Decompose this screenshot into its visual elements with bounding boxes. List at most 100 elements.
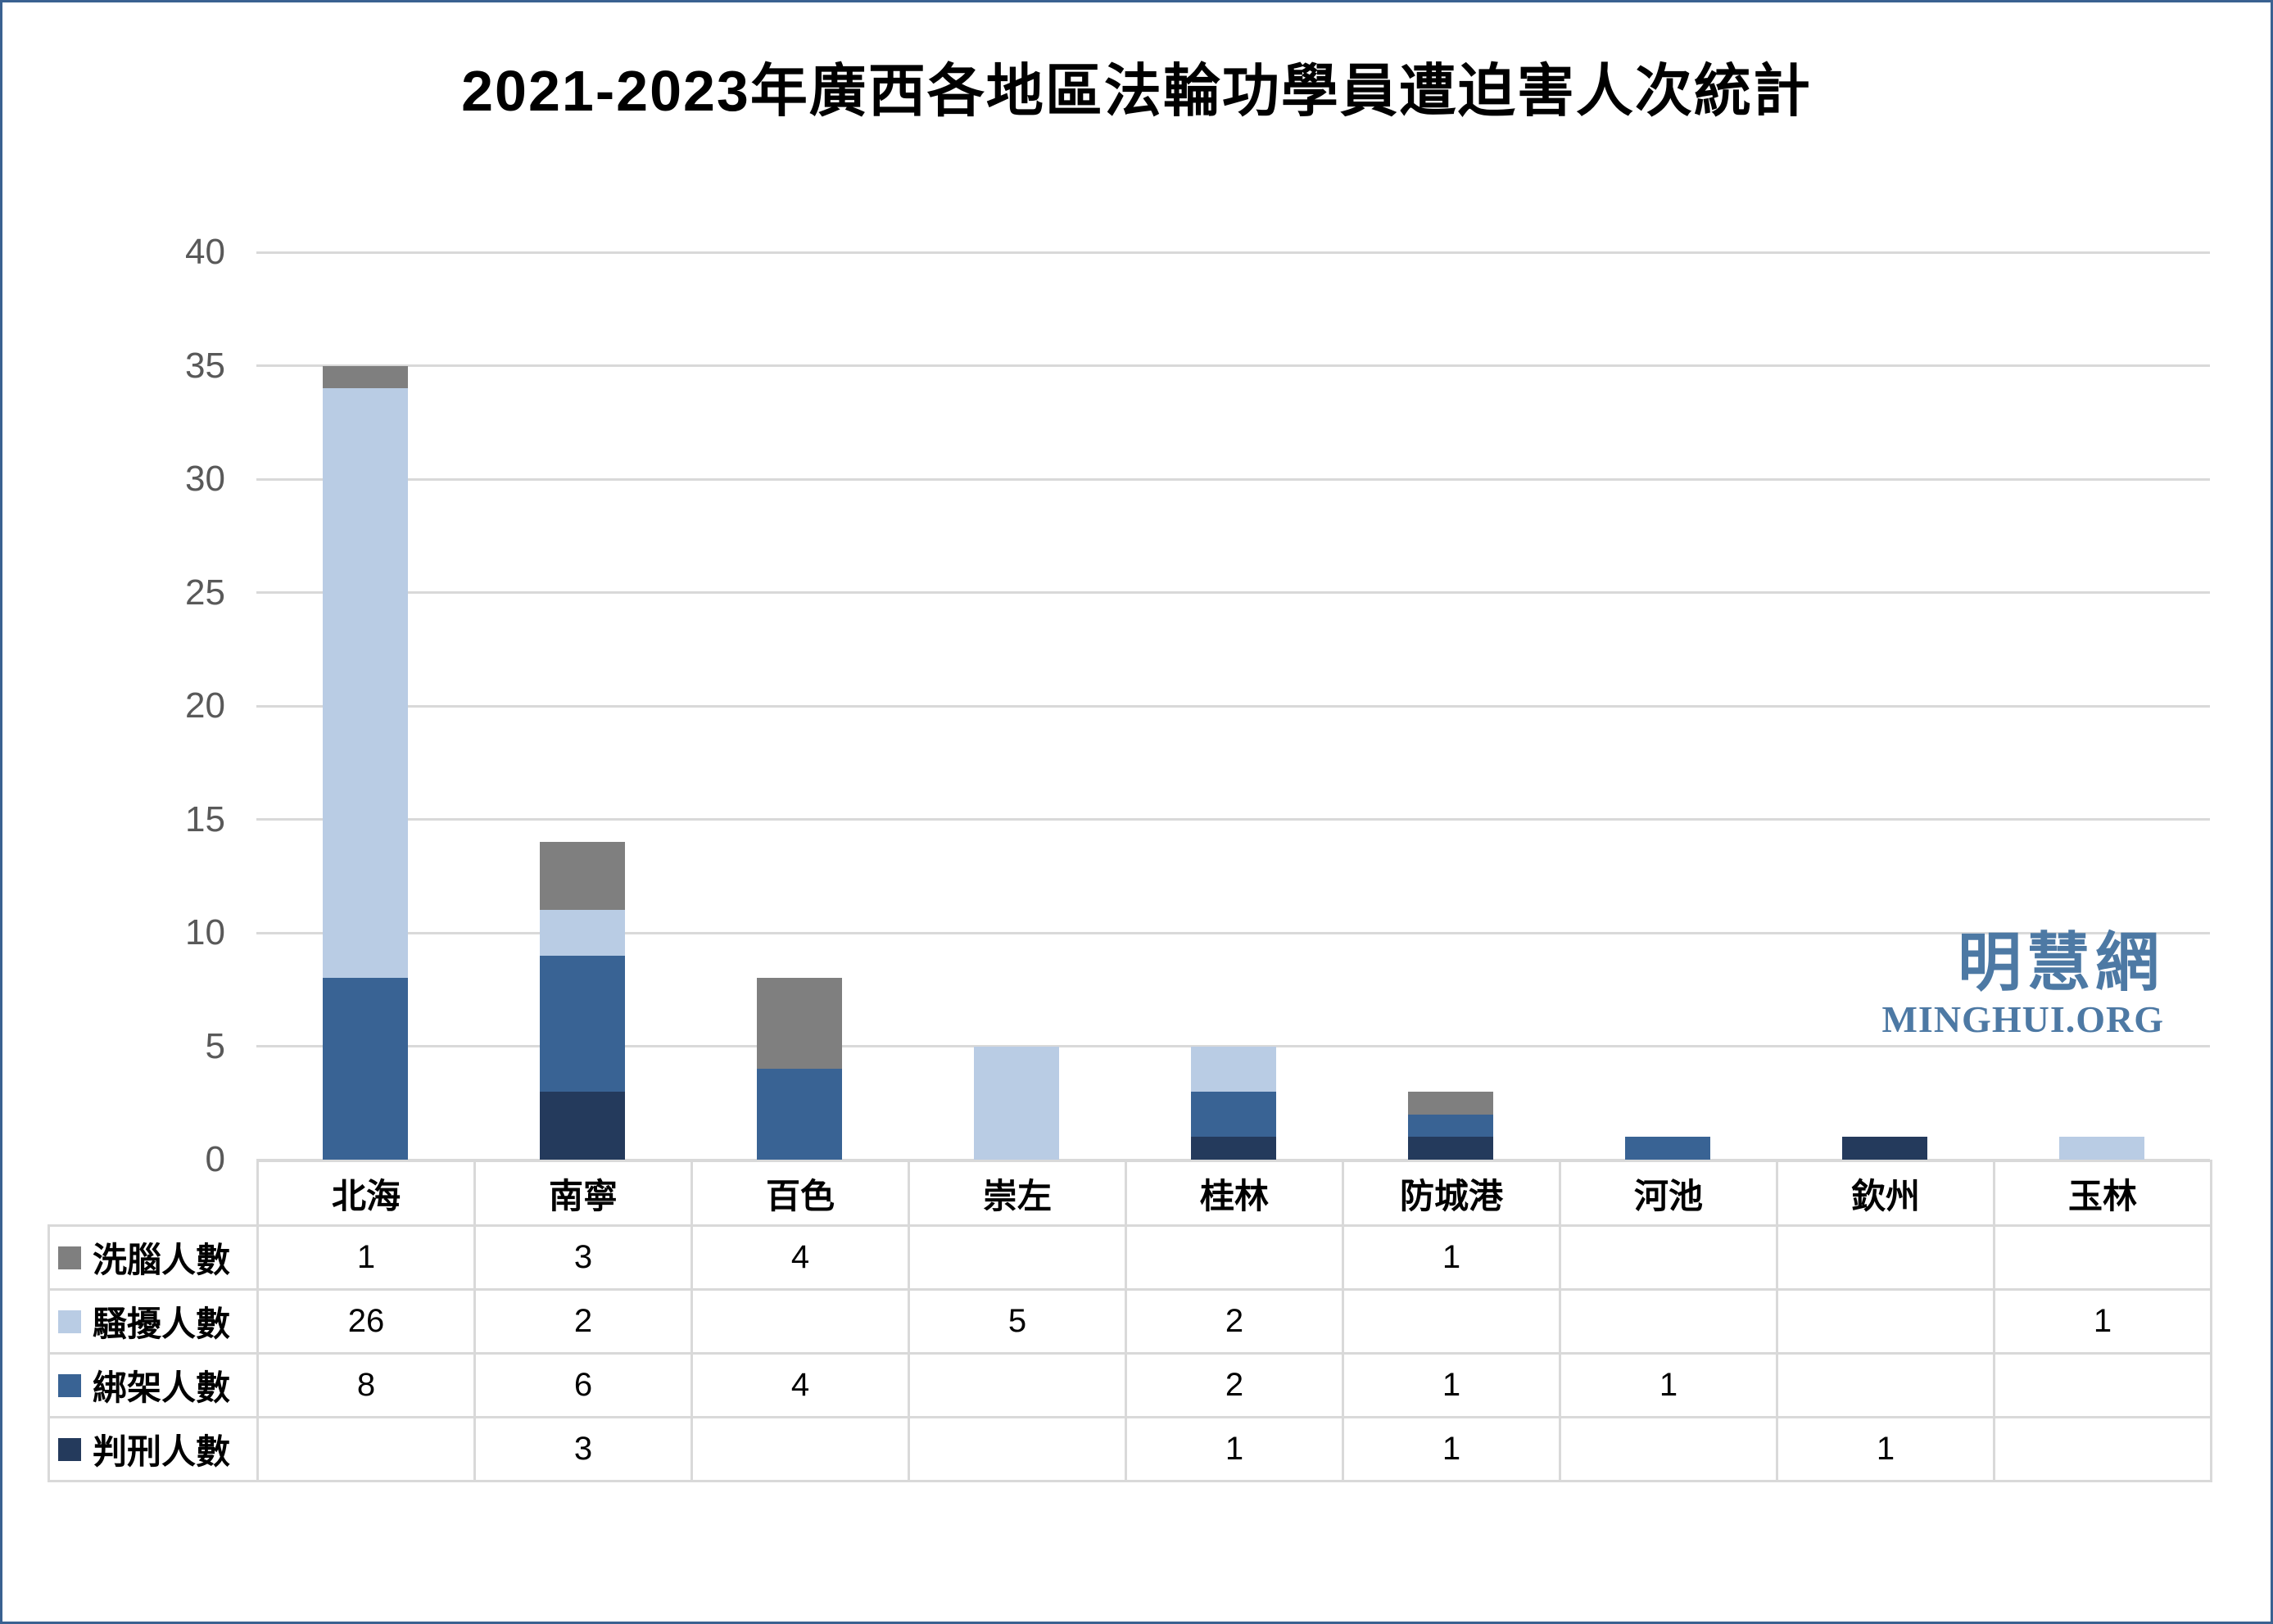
- value-cell-玉林-判刑人數: [1993, 1416, 2212, 1482]
- value-cell-欽州-洗腦人數: [1776, 1224, 1995, 1291]
- column-header-北海: 北海: [256, 1160, 476, 1227]
- bar-segment-北海-洗腦人數: [322, 365, 408, 389]
- value-cell-河池-判刑人數: [1559, 1416, 1778, 1482]
- value-cell-桂林-判刑人數: 1: [1125, 1416, 1344, 1482]
- bar-segment-欽州-判刑人數: [1841, 1137, 1927, 1160]
- table-row-綁架人數: 綁架人數 8 6 4 2 1 1: [48, 1352, 2212, 1418]
- gridline-y10: [256, 931, 2210, 934]
- value-cell-防城港-判刑人數: 1: [1342, 1416, 1561, 1482]
- watermark-chinese-text: 明慧網: [1957, 926, 2164, 998]
- value-cell-玉林-洗腦人數: [1993, 1224, 2212, 1291]
- value-cell-欽州-判刑人數: 1: [1776, 1416, 1995, 1482]
- value-cell-玉林-騷擾人數: 1: [1993, 1288, 2212, 1355]
- y-axis-tick-label: 10: [185, 912, 225, 952]
- column-header-崇左: 崇左: [908, 1160, 1127, 1227]
- series-label-text: 綁架人數: [93, 1368, 231, 1407]
- bar-segment-南寧-判刑人數: [539, 1091, 625, 1160]
- bar-segment-崇左-騷擾人數: [973, 1046, 1059, 1160]
- gridline-y25: [256, 591, 2210, 594]
- value-cell-河池-騷擾人數: [1559, 1288, 1778, 1355]
- value-cell-百色-判刑人數: [691, 1416, 910, 1482]
- series-label-判刑人數: 判刑人數: [48, 1416, 259, 1482]
- series-label-text: 判刑人數: [93, 1432, 231, 1471]
- column-header-玉林: 玉林: [1993, 1160, 2212, 1227]
- value-cell-桂林-洗腦人數: [1125, 1224, 1344, 1291]
- value-cell-桂林-騷擾人數: 2: [1125, 1288, 1344, 1355]
- column-header-桂林: 桂林: [1125, 1160, 1344, 1227]
- bar-segment-百色-綁架人數: [756, 1069, 842, 1160]
- value-cell-河池-綁架人數: 1: [1559, 1352, 1778, 1418]
- value-cell-百色-洗腦人數: 4: [691, 1224, 910, 1291]
- value-cell-崇左-判刑人數: [908, 1416, 1127, 1482]
- table-row-洗腦人數: 洗腦人數 1 3 4 1: [48, 1224, 2212, 1291]
- value-cell-百色-綁架人數: 4: [691, 1352, 910, 1418]
- value-cell-桂林-綁架人數: 2: [1125, 1352, 1344, 1418]
- value-cell-崇左-洗腦人數: [908, 1224, 1127, 1291]
- value-cell-南寧-騷擾人數: 2: [473, 1288, 693, 1355]
- bar-segment-北海-綁架人數: [322, 978, 408, 1160]
- value-cell-崇左-綁架人數: [908, 1352, 1127, 1418]
- column-header-欽州: 欽州: [1776, 1160, 1995, 1227]
- value-cell-南寧-綁架人數: 6: [473, 1352, 693, 1418]
- value-cell-防城港-騷擾人數: [1342, 1288, 1561, 1355]
- bar-segment-桂林-騷擾人數: [1190, 1046, 1276, 1092]
- value-cell-玉林-綁架人數: [1993, 1352, 2212, 1418]
- column-header-南寧: 南寧: [473, 1160, 693, 1227]
- value-cell-南寧-判刑人數: 3: [473, 1416, 693, 1482]
- series-label-text: 洗腦人數: [93, 1241, 231, 1279]
- watermark-latin-text: MINGHUI.ORG: [1881, 998, 2164, 1040]
- bar-segment-防城港-洗腦人數: [1407, 1091, 1493, 1115]
- column-header-河池: 河池: [1559, 1160, 1778, 1227]
- bar-segment-南寧-綁架人數: [539, 955, 625, 1092]
- bar-segment-南寧-洗腦人數: [539, 842, 625, 911]
- y-axis-tick-label: 25: [185, 572, 225, 613]
- value-cell-百色-騷擾人數: [691, 1288, 910, 1355]
- table-row-判刑人數: 判刑人數 3 1 1 1: [48, 1416, 2212, 1482]
- gridline-y20: [256, 704, 2210, 708]
- value-cell-欽州-綁架人數: [1776, 1352, 1995, 1418]
- series-label-綁架人數: 綁架人數: [48, 1352, 259, 1418]
- value-cell-南寧-洗腦人數: 3: [473, 1224, 693, 1291]
- value-cell-北海-騷擾人數: 26: [256, 1288, 476, 1355]
- y-axis-tick-label: 20: [185, 685, 225, 726]
- bar-segment-玉林-騷擾人數: [2058, 1137, 2144, 1160]
- legend-swatch-icon: [58, 1437, 81, 1461]
- y-axis-tick-label: 35: [185, 345, 225, 386]
- bar-segment-防城港-判刑人數: [1407, 1137, 1493, 1160]
- series-label-洗腦人數: 洗腦人數: [48, 1224, 259, 1291]
- value-cell-防城港-洗腦人數: 1: [1342, 1224, 1561, 1291]
- y-axis-tick-label: 15: [185, 798, 225, 839]
- table-row-騷擾人數: 騷擾人數 26 2 5 2 1: [48, 1288, 2212, 1355]
- series-label-text: 騷擾人數: [93, 1305, 231, 1343]
- minghui-watermark: 明慧網 MINGHUI.ORG: [1882, 926, 2165, 1041]
- value-cell-防城港-綁架人數: 1: [1342, 1352, 1561, 1418]
- value-cell-欽州-騷擾人數: [1776, 1288, 1995, 1355]
- data-table: 北海 南寧 百色 崇左 桂林 防城港 河池 欽州 玉林 洗腦人數 1 3 4 1 騷擾人數 26 2 5 2 1 綁架人…: [48, 1160, 2212, 1482]
- bar-segment-南寧-騷擾人數: [539, 910, 625, 956]
- gridline-y15: [256, 818, 2210, 821]
- value-cell-崇左-騷擾人數: 5: [908, 1288, 1127, 1355]
- gridline-y0: [256, 1158, 2210, 1161]
- table-header-row: 北海 南寧 百色 崇左 桂林 防城港 河池 欽州 玉林: [49, 1160, 2212, 1227]
- gridline-y35: [256, 364, 2210, 367]
- y-axis-tick-label: 0: [205, 1139, 225, 1179]
- series-label-騷擾人數: 騷擾人數: [48, 1288, 259, 1355]
- value-cell-北海-判刑人數: [256, 1416, 476, 1482]
- table-corner-cell: [49, 1161, 258, 1226]
- gridline-y30: [256, 477, 2210, 481]
- y-axis-tick-label: 5: [205, 1025, 225, 1066]
- gridline-y40: [256, 251, 2210, 254]
- bar-segment-河池-綁架人數: [1624, 1137, 1710, 1160]
- value-cell-河池-洗腦人數: [1559, 1224, 1778, 1291]
- bar-segment-桂林-綁架人數: [1190, 1091, 1276, 1138]
- value-cell-北海-洗腦人數: 1: [256, 1224, 476, 1291]
- value-cell-北海-綁架人數: 8: [256, 1352, 476, 1418]
- column-header-防城港: 防城港: [1342, 1160, 1561, 1227]
- y-axis-tick-label: 40: [185, 232, 225, 272]
- bar-segment-防城港-綁架人數: [1407, 1114, 1493, 1138]
- bar-segment-桂林-判刑人數: [1190, 1137, 1276, 1160]
- legend-swatch-icon: [58, 1373, 81, 1397]
- y-axis-tick-label: 30: [185, 459, 225, 499]
